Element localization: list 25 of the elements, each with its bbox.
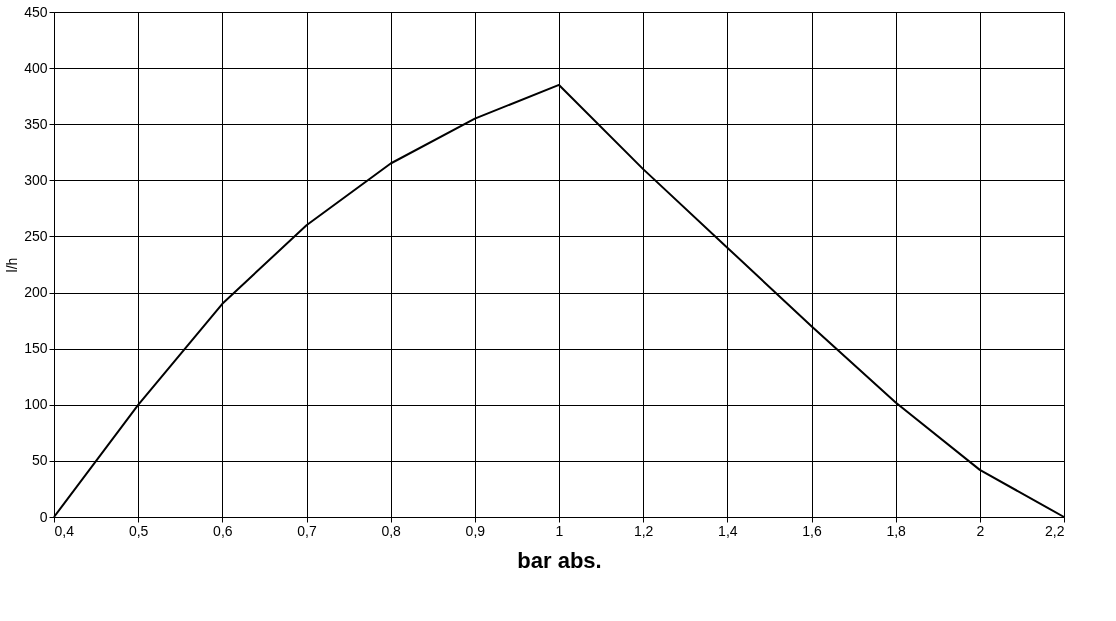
x-tick-label: 0,7	[297, 522, 317, 539]
y-tick-label: 50	[31, 452, 48, 469]
y-tick-label: 350	[24, 115, 48, 132]
x-tick-label: 0,8	[381, 522, 402, 539]
x-tick-label: 0,5	[128, 522, 149, 539]
y-axis-title: l/h	[4, 257, 21, 273]
y-tick-label: 100	[24, 396, 48, 413]
x-tick-label: 0,9	[465, 522, 486, 539]
y-tick-label: 200	[24, 284, 48, 301]
x-tick-label: 1,8	[886, 522, 907, 539]
x-tick-label: 0,6	[213, 522, 233, 539]
y-tick-label: 450	[24, 3, 48, 20]
x-tick-label: 0,4	[54, 522, 75, 539]
x-tick-label: 1	[555, 522, 564, 539]
y-tick-label: 250	[24, 227, 48, 244]
y-tick-label: 300	[24, 171, 48, 188]
y-tick-label: 0	[39, 508, 48, 525]
x-axis-title: bar abs.	[517, 547, 602, 573]
x-tick-label: 2,2	[1045, 522, 1065, 539]
x-tick-label: 1,6	[802, 522, 822, 539]
x-tick-label: 2	[976, 522, 985, 539]
x-tick-label: 1,4	[718, 522, 738, 539]
y-tick-label: 400	[24, 59, 48, 76]
x-tick-label: 1,2	[633, 522, 654, 539]
y-tick-label: 150	[24, 340, 48, 357]
